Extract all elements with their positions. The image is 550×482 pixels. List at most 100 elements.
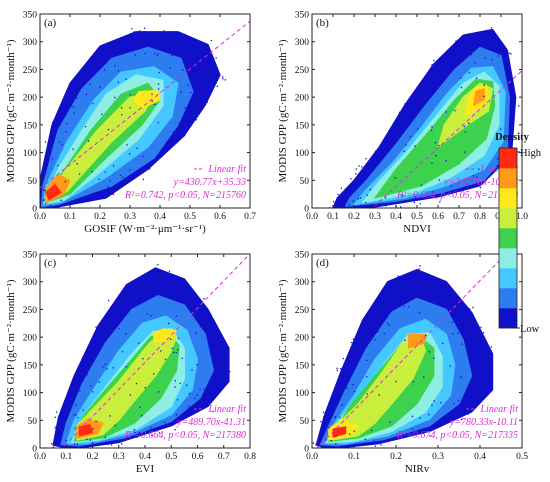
scatter-point: [384, 140, 386, 143]
scatter-point: [164, 358, 167, 361]
scatter-point: [434, 285, 436, 287]
scatter-point: [460, 418, 463, 421]
scatter-point: [156, 54, 158, 56]
scatter-point: [403, 305, 405, 308]
scatter-point: [114, 96, 116, 99]
scatter-point: [74, 443, 76, 445]
scatter-point: [210, 39, 212, 42]
scatter-point: [353, 430, 355, 432]
scatter-point: [151, 434, 153, 437]
scatter-point: [404, 291, 407, 293]
scatter-point: [125, 333, 127, 335]
density-cloud: [312, 254, 507, 448]
scatter-point: [206, 308, 209, 310]
scatter-point: [52, 446, 55, 448]
scatter-point: [157, 391, 160, 393]
scatter-point: [226, 359, 228, 361]
scatter-point: [417, 94, 419, 96]
scatter-point: [351, 183, 353, 185]
axes-frame: [39, 13, 251, 209]
scatter-point: [186, 285, 189, 288]
scatter-point: [450, 184, 452, 187]
scatter-point: [101, 195, 103, 197]
scatter-point: [411, 428, 414, 430]
scatter-point: [111, 307, 113, 309]
scatter-point: [163, 30, 165, 32]
scatter-point: [195, 114, 197, 116]
scatter-point: [394, 177, 396, 179]
scatter-point: [342, 357, 344, 360]
scatter-point: [174, 285, 177, 287]
scatter-point: [429, 435, 431, 437]
y-axis-label: MODIS GPP (gC·m⁻²·month⁻¹): [5, 279, 17, 422]
scatter-point: [195, 119, 197, 121]
scatter-point: [466, 399, 468, 401]
scatter-point: [368, 443, 370, 445]
x-tick-label: 0.2: [94, 212, 106, 222]
scatter-point: [383, 332, 385, 335]
scatter-point: [55, 411, 58, 413]
scatter-point: [203, 388, 205, 390]
scatter-point: [150, 427, 152, 429]
linear-fit-line: [61, 254, 250, 448]
scatter-point: [181, 357, 183, 359]
scatter-point: [393, 132, 396, 135]
scatter-point: [361, 166, 363, 168]
fit-legend-label: Linear fit: [207, 404, 246, 415]
scatter-point: [202, 402, 204, 404]
x-tick-label: 0.1: [348, 452, 360, 462]
scatter-point: [175, 352, 177, 354]
scatter-point: [43, 199, 45, 201]
scatter-point: [421, 96, 423, 98]
panel-label: (b): [316, 17, 329, 29]
scatter-point: [366, 324, 369, 327]
scatter-point: [170, 338, 172, 340]
scatter-point: [61, 143, 64, 145]
scatter-point: [340, 187, 343, 189]
scatter-point: [399, 200, 402, 203]
scatter-point: [175, 128, 178, 130]
scatter-point: [126, 436, 128, 438]
scatter-point: [73, 390, 75, 392]
y-tick-label: 0: [304, 205, 309, 215]
scatter-point: [77, 417, 79, 419]
scatter-point: [416, 128, 419, 130]
scatter-point: [457, 399, 460, 402]
scatter-point: [179, 382, 181, 385]
x-tick-label: 0.0: [34, 212, 46, 222]
scatter-point: [135, 382, 138, 385]
scatter-panel: 0.0 0.1 0.2 0.3 0.4 0.5 0.6 0.7 0.8 0 50 100 150 200 2…: [5, 251, 256, 476]
scatter-point: [408, 101, 411, 104]
scatter-point: [133, 31, 135, 33]
scatter-point: [191, 369, 193, 371]
scatter-point: [390, 284, 392, 286]
scatter-point: [129, 33, 131, 35]
scatter-point: [55, 425, 57, 427]
scatter-point: [365, 316, 368, 318]
colorbar-segment: [499, 268, 517, 289]
scatter-point: [468, 37, 470, 39]
colorbar-segment: [499, 228, 517, 249]
scatter-point: [92, 391, 94, 393]
scatter-point: [96, 193, 98, 195]
scatter-point: [101, 45, 103, 47]
scatter-point: [433, 357, 435, 359]
y-axis-label: MODIS GPP (gC·m⁻²·month⁻¹): [277, 279, 289, 422]
scatter-point: [174, 380, 176, 382]
scatter-point: [216, 85, 218, 87]
y-tick-label: 0: [32, 205, 37, 215]
y-tick-label: 100: [295, 149, 310, 159]
scatter-point: [468, 72, 470, 74]
scatter-point: [431, 162, 433, 164]
x-tick-label: 0.0: [306, 452, 318, 462]
scatter-point: [112, 193, 114, 195]
y-tick-label: 0: [304, 445, 309, 455]
scatter-point: [222, 76, 224, 78]
scatter-point: [322, 411, 325, 413]
scatter-point: [76, 97, 78, 99]
scatter-point: [125, 366, 128, 368]
scatter-point: [114, 65, 116, 67]
scatter-point: [158, 47, 160, 49]
scatter-point: [76, 163, 78, 165]
scatter-point: [126, 144, 128, 146]
